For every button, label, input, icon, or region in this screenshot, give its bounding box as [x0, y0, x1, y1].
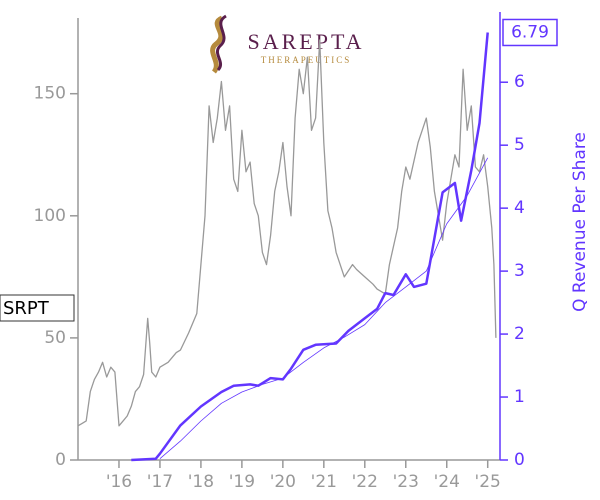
- logo-tagline: THERAPEUTICS: [261, 55, 352, 65]
- x-tick-label: '21: [311, 472, 337, 492]
- logo: SAREPTA THERAPEUTICS: [210, 14, 364, 74]
- series-line: [131, 32, 489, 462]
- x-tick-label: '23: [393, 472, 419, 492]
- series-line: [159, 157, 489, 460]
- logo-mark: [215, 14, 227, 72]
- series-name-tag: SRPT: [0, 294, 75, 322]
- y-tick-label: 100: [34, 206, 66, 226]
- x-tick-label: '20: [270, 472, 296, 492]
- y2-tick-label: 5: [514, 135, 525, 155]
- x-tick-label: '16: [106, 472, 132, 492]
- x-tick-label: '18: [188, 472, 214, 492]
- y-tick-label: 50: [44, 328, 66, 348]
- logo-name: SAREPTA: [247, 29, 364, 54]
- value-box: [502, 18, 558, 47]
- y2-tick-label: 4: [514, 198, 525, 218]
- y2-tick-label: 3: [514, 261, 525, 281]
- value-label: 6.79: [511, 22, 549, 42]
- y2-tick-label: 2: [514, 324, 525, 344]
- series-line: [77, 39, 497, 427]
- y2-tick-label: 0: [514, 450, 525, 470]
- series-name: SRPT: [3, 298, 50, 319]
- x-tick-label: '19: [229, 472, 255, 492]
- series-name-box: [0, 294, 75, 322]
- value-tag: 6.79: [502, 18, 558, 47]
- x-tick-label: '25: [475, 472, 501, 492]
- x-tick-label: '24: [434, 472, 460, 492]
- y-tick-label: 0: [55, 450, 66, 470]
- y2-axis-label: Q Revenue Per Share: [570, 132, 590, 312]
- x-tick-label: '22: [352, 472, 378, 492]
- y2-tick-label: 6: [514, 72, 525, 92]
- x-tick-label: '17: [147, 472, 173, 492]
- y-tick-label: 150: [34, 84, 66, 104]
- logo-mark: [210, 15, 224, 74]
- y2-tick-label: 1: [514, 387, 525, 407]
